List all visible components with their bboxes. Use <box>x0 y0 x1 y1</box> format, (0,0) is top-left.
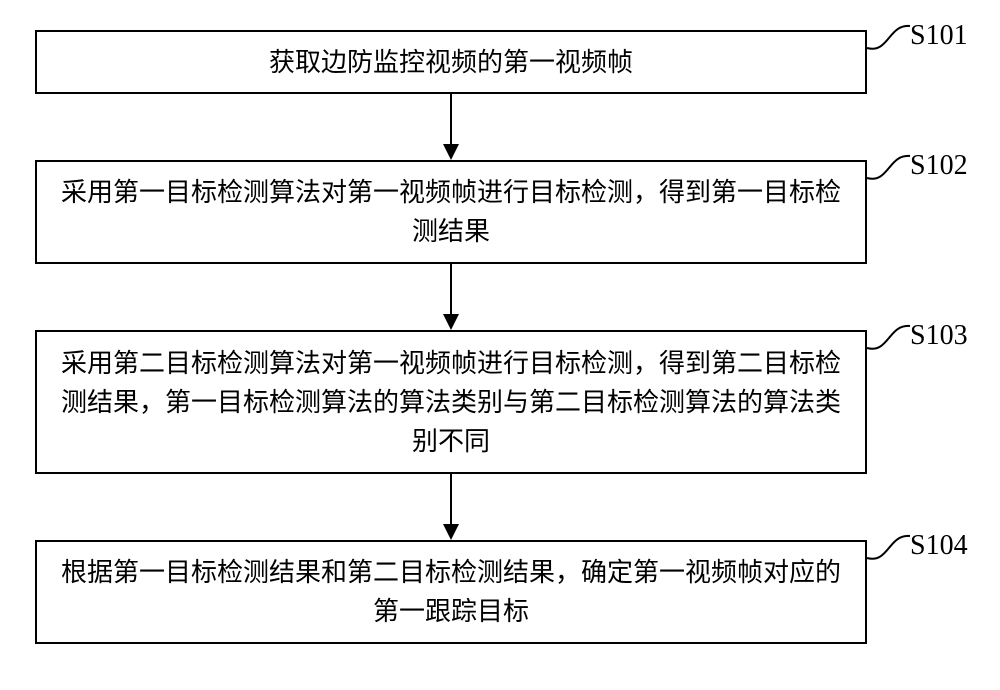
flow-node-text: 采用第一目标检测算法对第一视频帧进行目标检测，得到第一目标检测结果 <box>57 173 845 251</box>
flow-node-s103: 采用第二目标检测算法对第一视频帧进行目标检测，得到第二目标检测结果，第一目标检测… <box>35 330 867 474</box>
leader-line <box>865 534 912 560</box>
step-label-s102: S102 <box>910 150 968 182</box>
flow-node-s102: 采用第一目标检测算法对第一视频帧进行目标检测，得到第一目标检测结果 <box>35 160 867 264</box>
flow-node-text: 获取边防监控视频的第一视频帧 <box>57 43 845 82</box>
flow-arrow <box>436 94 466 160</box>
flowchart-canvas: 获取边防监控视频的第一视频帧 S101 采用第一目标检测算法对第一视频帧进行目标检测… <box>0 0 1000 690</box>
step-label-s104: S104 <box>910 530 968 562</box>
flow-arrow <box>436 474 466 540</box>
step-label-s101: S101 <box>910 20 968 52</box>
leader-line <box>865 324 912 350</box>
step-label-s103: S103 <box>910 320 968 352</box>
leader-line <box>865 154 912 180</box>
flow-node-text: 采用第二目标检测算法对第一视频帧进行目标检测，得到第二目标检测结果，第一目标检测… <box>57 344 845 461</box>
flow-arrow <box>436 264 466 330</box>
flow-node-text: 根据第一目标检测结果和第二目标检测结果，确定第一视频帧对应的第一跟踪目标 <box>57 553 845 631</box>
flow-node-s101: 获取边防监控视频的第一视频帧 <box>35 30 867 94</box>
leader-line <box>865 24 912 50</box>
flow-node-s104: 根据第一目标检测结果和第二目标检测结果，确定第一视频帧对应的第一跟踪目标 <box>35 540 867 644</box>
